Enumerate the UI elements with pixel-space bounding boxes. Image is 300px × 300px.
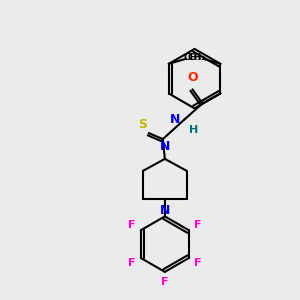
Text: F: F (161, 277, 169, 287)
Text: H: H (189, 125, 198, 135)
Text: S: S (138, 118, 147, 131)
Text: N: N (160, 140, 170, 153)
Text: N: N (160, 205, 170, 218)
Text: F: F (194, 258, 201, 268)
Text: F: F (194, 220, 201, 230)
Text: O: O (187, 70, 198, 84)
Text: F: F (128, 220, 136, 230)
Text: CH₃: CH₃ (188, 53, 206, 62)
Text: F: F (128, 258, 136, 268)
Text: N: N (170, 113, 181, 126)
Text: CH₃: CH₃ (183, 53, 202, 62)
